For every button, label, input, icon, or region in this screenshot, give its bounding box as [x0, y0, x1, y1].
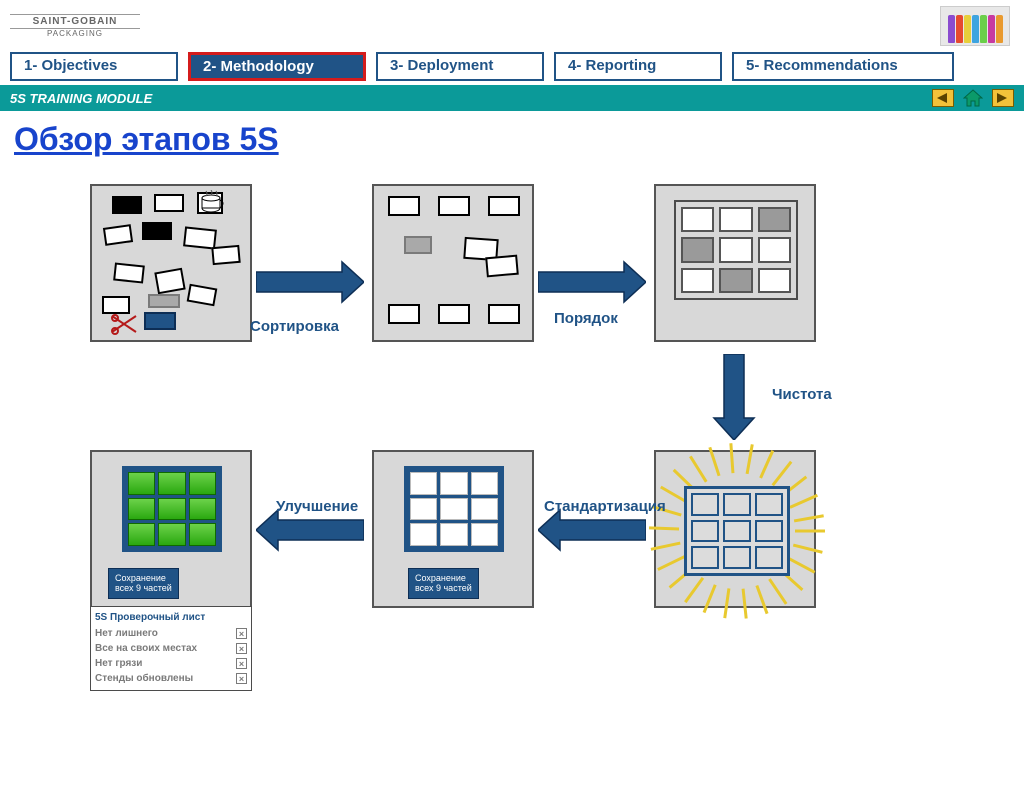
stage-improve-mid-box: Сохранение всех 9 частей: [372, 450, 534, 608]
diagram-canvas: Сохранение всех 9 частей Сохранение всех …: [0, 164, 1024, 804]
checklist-row: Нет лишнего×: [95, 626, 247, 641]
nav-icons: [932, 88, 1014, 108]
arrow-clean: [712, 354, 756, 440]
arrow-sort: [256, 260, 364, 304]
tab-objectives[interactable]: 1- Objectives: [10, 52, 178, 81]
save-label-final: Сохранение всех 9 частей: [108, 568, 179, 599]
label-clean: Чистота: [772, 386, 832, 403]
tab-reporting[interactable]: 4- Reporting: [554, 52, 722, 81]
arrow-order: [538, 260, 646, 304]
checklist-row: Стенды обновлены×: [95, 671, 247, 686]
stage-clean-box: [654, 184, 816, 342]
module-bar: 5S TRAINING MODULE: [0, 85, 1024, 111]
logo: SAINT-GOBAIN PACKAGING: [10, 14, 140, 38]
label-sort: Сортировка: [250, 318, 339, 335]
stage-sort-box: [90, 184, 252, 342]
tab-recommendations[interactable]: 5- Recommendations: [732, 52, 954, 81]
label-standardize: Стандартизация: [544, 498, 666, 515]
label-order: Порядок: [554, 310, 618, 327]
tabs: 1- Objectives 2- Methodology 3- Deployme…: [0, 52, 1024, 85]
checklist: 5S Проверочный листНет лишнего×Все на св…: [90, 606, 252, 691]
label-improve: Улучшение: [276, 498, 358, 515]
logo-bottom: PACKAGING: [10, 29, 140, 38]
tab-methodology[interactable]: 2- Methodology: [188, 52, 366, 81]
header: SAINT-GOBAIN PACKAGING: [0, 0, 1024, 52]
save-label-mid: Сохранение всех 9 частей: [408, 568, 479, 599]
stage-improve-final-box: Сохранение всех 9 частей: [90, 450, 252, 630]
stage-order-box: [372, 184, 534, 342]
checklist-title: 5S Проверочный лист: [95, 610, 247, 626]
checklist-row: Все на своих местах×: [95, 641, 247, 656]
stage-standardize-box: [654, 450, 816, 608]
bottles-graphic: [940, 6, 1010, 46]
page-title: Обзор этапов 5S: [0, 111, 1024, 164]
tab-deployment[interactable]: 3- Deployment: [376, 52, 544, 81]
checklist-row: Нет грязи×: [95, 656, 247, 671]
module-title: 5S TRAINING MODULE: [10, 91, 152, 106]
nav-prev-button[interactable]: [932, 89, 954, 107]
nav-next-button[interactable]: [992, 89, 1014, 107]
logo-top: SAINT-GOBAIN: [10, 14, 140, 29]
nav-home-button[interactable]: [962, 88, 984, 108]
